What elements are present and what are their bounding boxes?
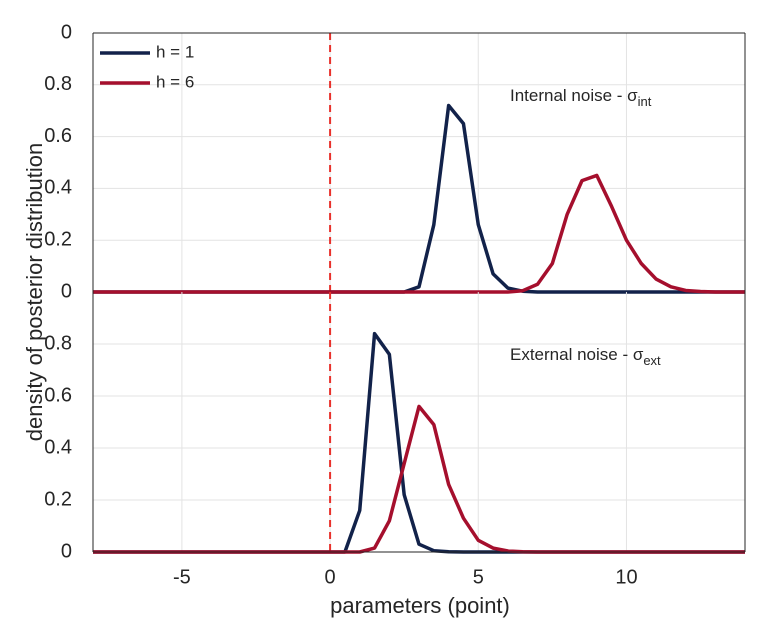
x-axis-label: parameters (point) [330, 593, 510, 618]
y-tick-label: 0.4 [44, 436, 72, 458]
y-tick-label: 0 [61, 21, 72, 43]
legend-label: h = 1 [156, 42, 194, 61]
y-tick-label: 0.8 [44, 332, 72, 354]
x-tick-label: -5 [173, 566, 191, 588]
y-tick-label: 0.6 [44, 125, 72, 147]
annotation-subscript: int [638, 94, 652, 109]
y-tick-label: 0.2 [44, 488, 72, 510]
series-line [93, 404, 745, 554]
annotation-text: External noise - σ [510, 345, 644, 364]
y-tick-label: 0.4 [44, 177, 72, 199]
y-axis-label: density of posterior distribution [22, 143, 47, 441]
y-tick-label: 0.2 [44, 228, 72, 250]
series-line [93, 173, 745, 294]
y-tick-label: 0 [61, 540, 72, 562]
x-tick-label: 0 [325, 566, 336, 588]
annotation-text: Internal noise - σ [510, 86, 638, 105]
x-tick-label: 5 [473, 566, 484, 588]
y-tick-label: 0.8 [44, 73, 72, 95]
y-tick-label: 0.6 [44, 384, 72, 406]
legend-label: h = 6 [156, 72, 194, 91]
x-tick-label: 10 [615, 566, 637, 588]
annotation: Internal noise - σint [510, 86, 652, 109]
series-line [93, 103, 745, 294]
annotation-subscript: ext [643, 353, 661, 368]
y-tick-label: 0 [61, 280, 72, 302]
annotation: External noise - σext [510, 345, 661, 368]
